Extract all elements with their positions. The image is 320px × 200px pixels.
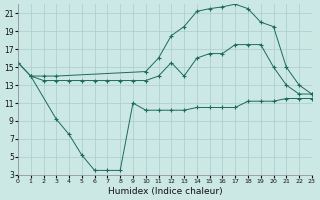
- X-axis label: Humidex (Indice chaleur): Humidex (Indice chaleur): [108, 187, 222, 196]
